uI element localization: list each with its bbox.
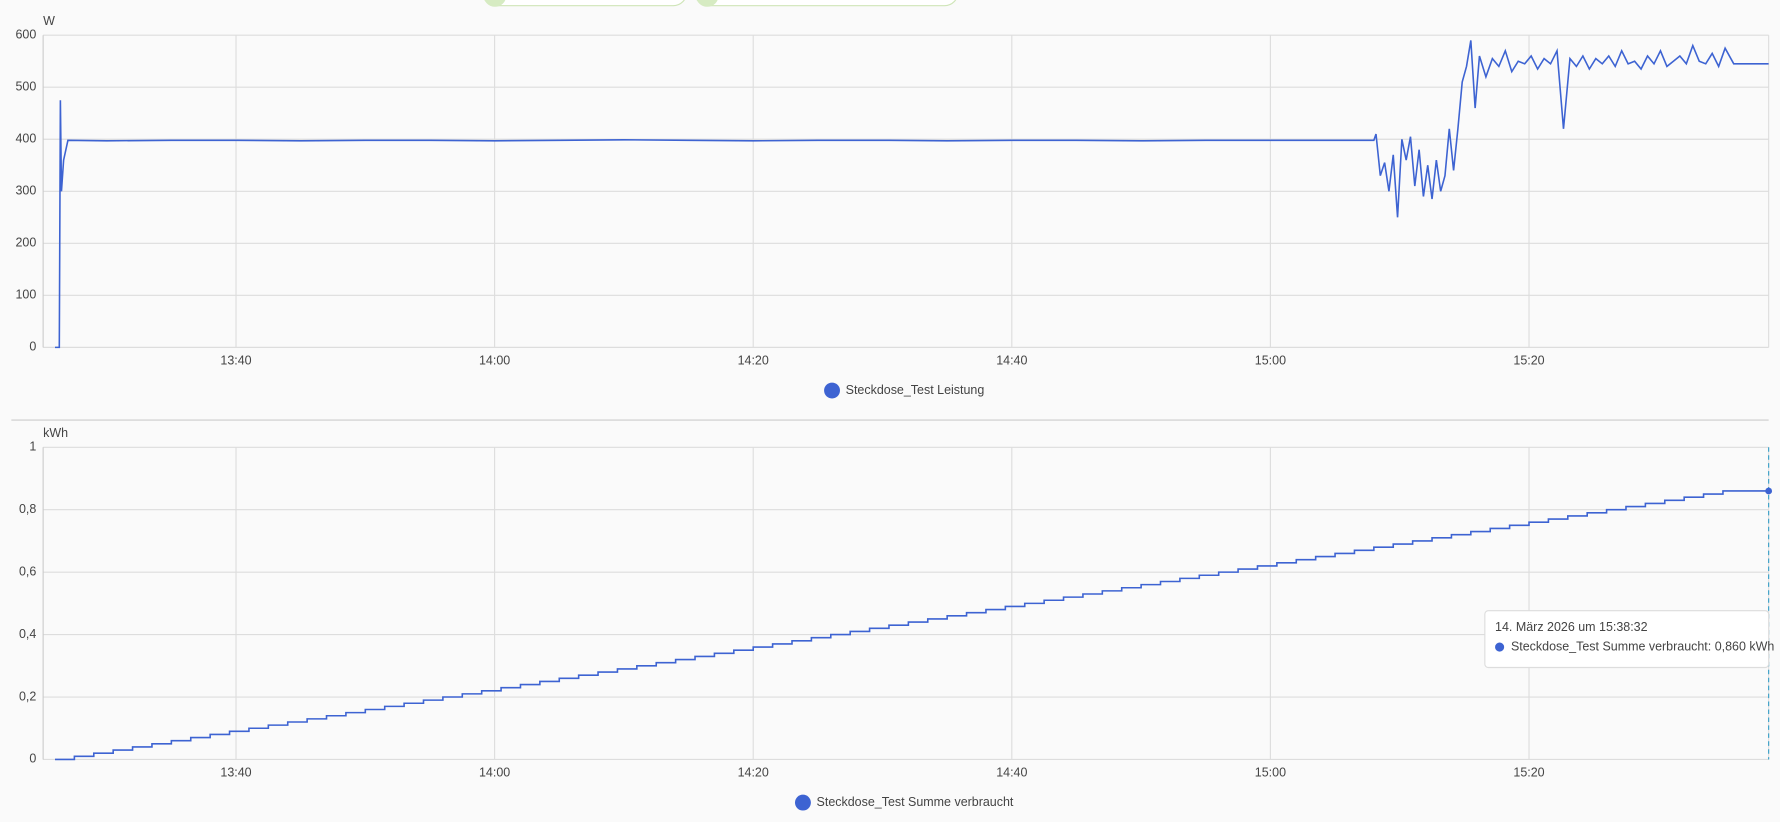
- x-tick-label: 15:20: [1513, 353, 1544, 367]
- tooltip-label: Steckdose_Test Summe verbraucht: 0,860 k…: [1511, 639, 1774, 653]
- y-unit-label: W: [43, 14, 55, 28]
- y-tick-label: 0,2: [19, 689, 36, 703]
- chip-icon: [696, 0, 718, 7]
- y-tick-label: 600: [16, 27, 37, 41]
- x-tick-label: 14:20: [738, 765, 769, 779]
- tooltip-title: 14. März 2026 um 15:38:32: [1495, 620, 1648, 634]
- y-tick-label: 0,4: [19, 627, 36, 641]
- legend-label: Steckdose_Test Summe verbraucht: [817, 795, 1014, 809]
- chip-icon: [484, 0, 506, 7]
- x-tick-label: 14:00: [479, 353, 510, 367]
- hover-point: [1765, 487, 1773, 495]
- legend-dot: [824, 382, 840, 399]
- y-unit-label: kWh: [43, 426, 68, 440]
- y-tick-label: 0,8: [19, 502, 36, 516]
- x-tick-label: 15:20: [1513, 765, 1544, 779]
- y-tick-label: 1: [29, 440, 36, 454]
- x-tick-label: 13:40: [220, 353, 251, 367]
- entity-chip[interactable]: [695, 0, 958, 7]
- x-tick-label: 15:00: [1255, 765, 1286, 779]
- x-tick-label: 14:40: [996, 353, 1027, 367]
- legend-item[interactable]: Steckdose_Test Summe verbraucht: [794, 794, 1014, 811]
- series-line: [54, 490, 1769, 761]
- y-tick-label: 0: [29, 340, 36, 354]
- legend-item[interactable]: Steckdose_Test Leistung: [824, 382, 985, 399]
- x-tick-label: 13:40: [220, 765, 251, 779]
- y-tick-label: 0: [29, 752, 36, 766]
- y-tick-label: 0,6: [19, 564, 36, 578]
- tooltip: [1484, 610, 1770, 669]
- x-tick-label: 14:40: [996, 765, 1027, 779]
- y-tick-label: 500: [16, 80, 37, 94]
- x-tick-label: 14:20: [738, 353, 769, 367]
- y-tick-label: 300: [16, 184, 37, 198]
- x-tick-label: 15:00: [1255, 353, 1286, 367]
- series-line: [54, 40, 1769, 349]
- legend-label: Steckdose_Test Leistung: [846, 383, 985, 397]
- x-tick-label: 14:00: [479, 765, 510, 779]
- tooltip-dot: [1495, 642, 1505, 652]
- legend-dot: [794, 794, 811, 811]
- y-tick-label: 400: [16, 132, 37, 146]
- y-tick-label: 200: [16, 236, 37, 250]
- y-tick-label: 100: [16, 288, 37, 302]
- entity-chip[interactable]: [482, 0, 686, 7]
